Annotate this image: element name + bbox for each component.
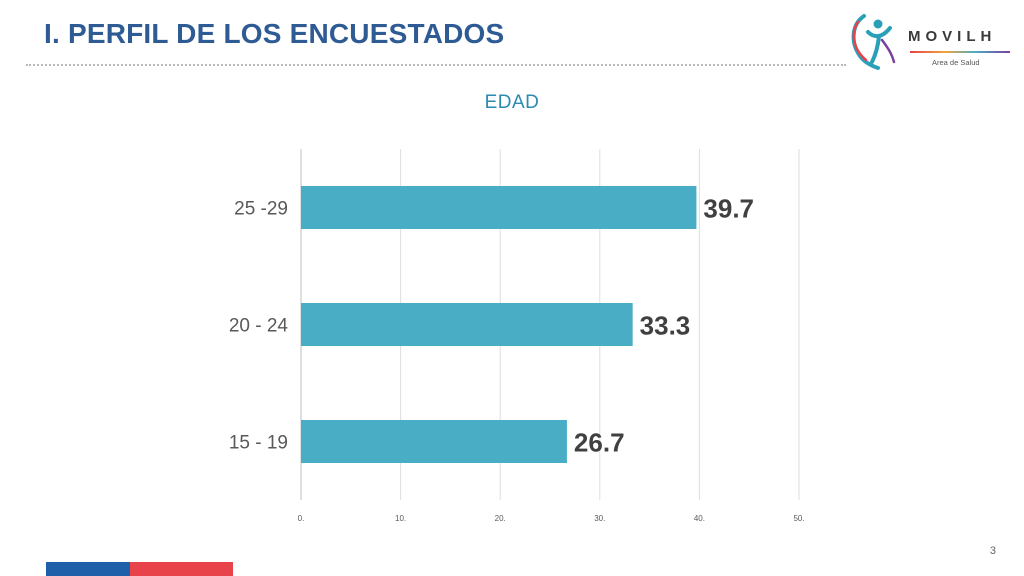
page-number: 3 <box>989 545 996 557</box>
footer-bar-blue <box>46 562 130 576</box>
slide-title: I. PERFIL DE LOS ENCUESTADOS <box>44 18 505 49</box>
movilh-logo: MOVILH Area de Salud <box>848 10 1010 72</box>
x-tick-label: 50. <box>793 514 804 523</box>
x-tick-label: 20. <box>495 514 506 523</box>
value-label: 26.7 <box>574 428 625 458</box>
bar-2 <box>301 420 567 463</box>
category-label: 20 - 24 <box>229 316 289 337</box>
labels: 0. 10. 20. 30. 40. 50. 25 -29 39.7 20 - 24 33.3 15… <box>229 194 805 524</box>
value-label: 39.7 <box>703 194 754 224</box>
category-label: 25 -29 <box>234 199 288 220</box>
logo-subtitle: Area de Salud <box>932 58 980 67</box>
movilh-figure-icon <box>851 14 896 70</box>
x-tick-label: 0. <box>298 514 305 523</box>
bars <box>301 186 697 463</box>
x-tick-label: 10. <box>395 514 406 523</box>
chart-title: EDAD <box>484 92 540 113</box>
category-label: 15 - 19 <box>229 433 288 454</box>
title-divider <box>26 64 846 66</box>
bar-0 <box>301 186 697 229</box>
logo-rainbow-underline <box>910 51 1010 53</box>
x-tick-label: 30. <box>594 514 605 523</box>
x-tick-label: 40. <box>694 514 705 523</box>
footer-bar-red <box>130 562 233 576</box>
value-label: 33.3 <box>640 311 691 341</box>
bar-1 <box>301 303 633 346</box>
logo-wordmark: MOVILH <box>908 28 997 45</box>
